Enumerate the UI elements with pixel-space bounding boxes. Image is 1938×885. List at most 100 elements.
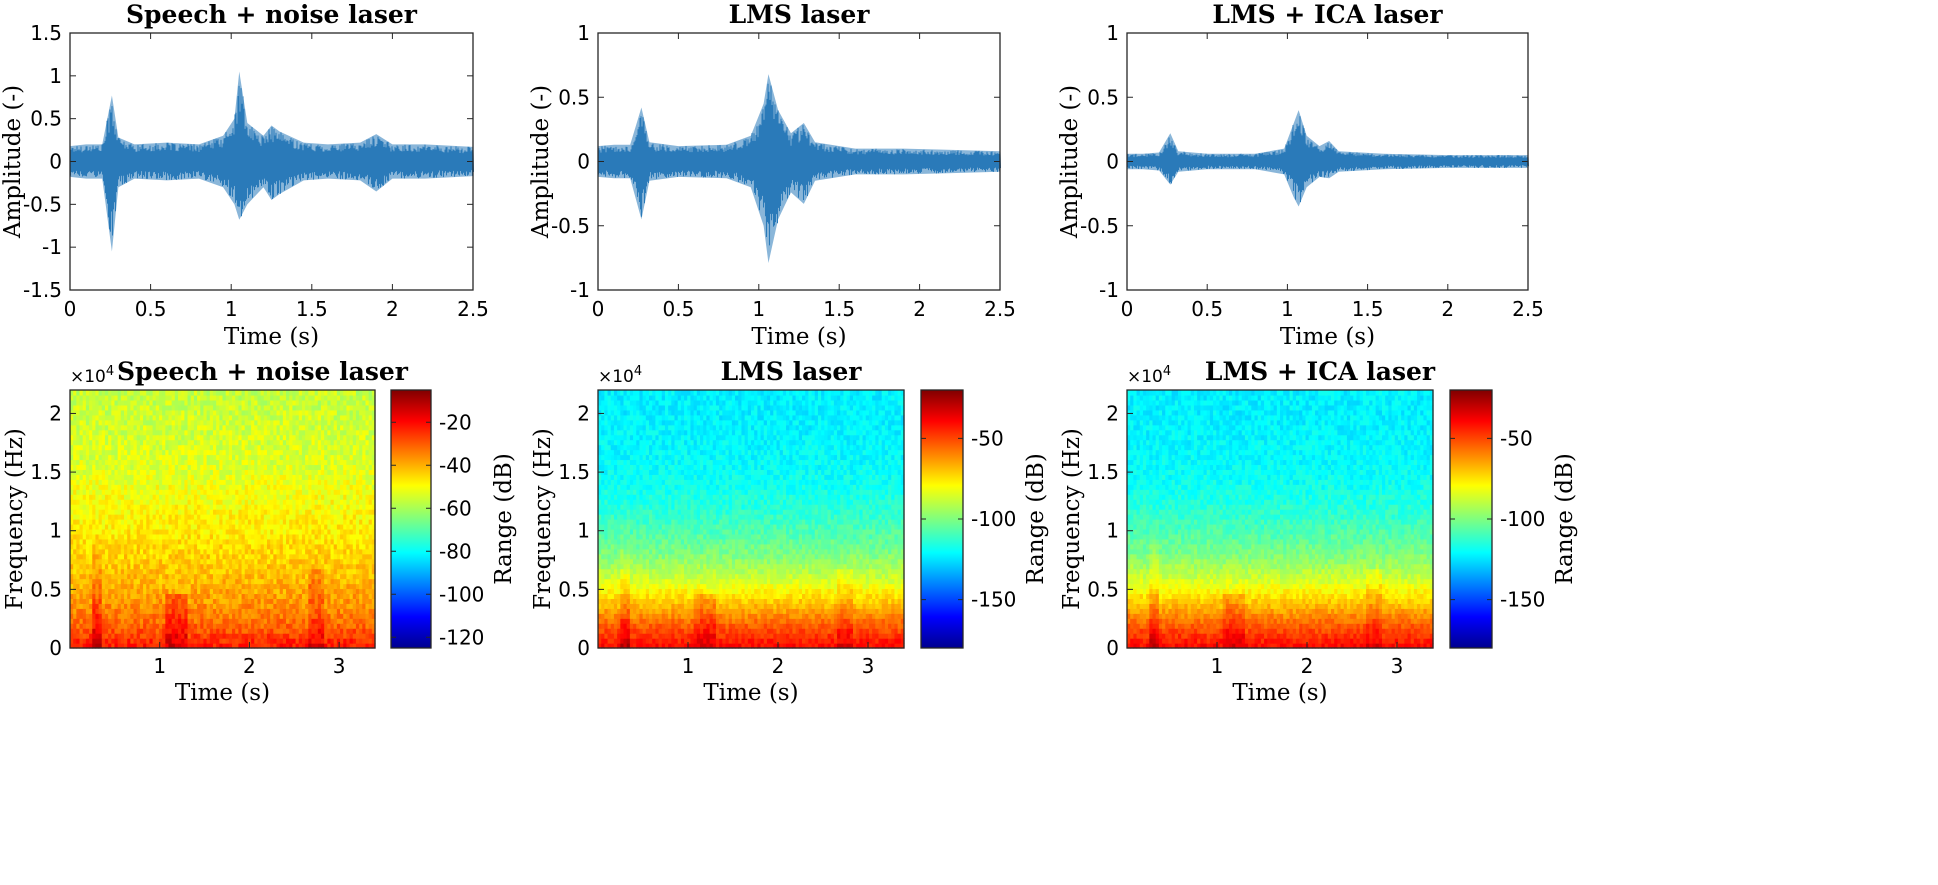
spectrogram-cell <box>368 623 373 629</box>
spectrogram-cell <box>254 489 259 495</box>
spectrogram-cell <box>254 519 259 525</box>
spectrogram-cell <box>219 558 224 565</box>
spectrogram-cell <box>368 444 373 451</box>
spectrogram-cell <box>254 484 259 490</box>
spectrogram-cell <box>286 598 290 604</box>
spectrogram-cell <box>244 523 249 530</box>
spectrogram-cell <box>193 593 198 599</box>
spectrogram-cell <box>127 464 131 470</box>
y-tick-label: 0 <box>49 150 62 174</box>
spectrogram-cell <box>206 424 211 431</box>
spectrogram-cell <box>219 618 224 624</box>
spectrogram-cell <box>101 608 106 614</box>
spectrogram-cell <box>330 519 335 525</box>
spectrogram-cell <box>143 598 147 604</box>
spectrogram-cell <box>203 573 208 580</box>
spectrogram-cell <box>362 509 367 515</box>
spectrogram-cell <box>117 479 122 485</box>
spectrogram-cell <box>158 429 163 436</box>
spectrogram-cell <box>273 548 278 555</box>
spectrogram-cell <box>70 504 74 510</box>
spectrogram-cell <box>130 613 135 619</box>
spectrogram-cell <box>362 628 367 634</box>
spectrogram-cell <box>365 628 370 634</box>
spectrogram-cell <box>98 643 103 649</box>
spectrogram-cell <box>305 583 309 590</box>
x-tick-label: 2 <box>386 297 399 321</box>
spectrogram-cell <box>73 568 77 575</box>
spectrogram-cell <box>178 588 182 595</box>
spectrogram-cell <box>327 419 332 426</box>
spectrogram-cell <box>187 424 192 431</box>
spectrogram-cell <box>89 409 93 416</box>
spectrogram-cell <box>235 613 239 619</box>
spectrogram-cell <box>127 444 131 451</box>
spectrogram-cell <box>346 484 351 490</box>
spectrogram-cell <box>171 578 176 585</box>
spectrogram-cell <box>276 578 281 585</box>
spectrogram-cell <box>371 613 376 619</box>
spectrogram-cell <box>200 558 205 565</box>
spectrogram-cell <box>206 543 211 550</box>
spectrogram-cell <box>152 543 157 550</box>
spectrogram-cell <box>295 538 300 545</box>
spectrogram-cell <box>371 533 376 540</box>
spectrogram-cell <box>305 548 309 555</box>
spectrogram-cell <box>89 633 93 639</box>
spectrogram-cell <box>95 603 100 609</box>
spectrogram-cell <box>120 538 125 545</box>
spectrogram-cell <box>89 563 93 570</box>
spectrogram-cell <box>308 588 313 595</box>
spectrogram-cell <box>85 479 90 485</box>
spectrogram-cell <box>70 593 74 599</box>
spectrogram-cell <box>73 573 77 580</box>
spectrogram-cell <box>257 409 262 416</box>
spectrogram-cell <box>104 618 109 624</box>
spectrogram-cell <box>85 583 90 590</box>
spectrogram-cell <box>216 434 220 441</box>
spectrogram-cell <box>127 474 131 480</box>
spectrogram-cell <box>286 414 290 421</box>
spectrogram-cell <box>314 523 319 530</box>
spectrogram-cell <box>130 583 135 590</box>
spectrogram-cell <box>73 623 77 629</box>
spectrogram-cell <box>203 449 208 456</box>
spectrogram-cell <box>282 429 287 436</box>
spectrogram-cell <box>343 583 348 590</box>
spectrogram-cell <box>158 479 163 485</box>
spectrogram-cell <box>155 548 160 555</box>
spectrogram-cell <box>311 519 316 525</box>
spectrogram-cell <box>85 424 90 431</box>
spectrogram-cell <box>286 509 290 515</box>
spectrogram-cell <box>235 573 239 580</box>
spectrogram-cell <box>235 509 239 515</box>
spectrogram-cell <box>289 598 293 604</box>
spectrogram-cell <box>178 489 182 495</box>
spectrogram-cell <box>203 419 208 426</box>
spectrogram-cell <box>295 598 300 604</box>
spectrogram-cell <box>79 563 84 570</box>
spectrogram-cell <box>127 439 131 446</box>
spectrogram-cell <box>85 573 90 580</box>
spectrogram-cell <box>266 583 271 590</box>
spectrogram-cell <box>343 434 348 441</box>
spectrogram-cell <box>254 628 259 634</box>
spectrogram-cell <box>117 638 122 644</box>
spectrogram-cell <box>330 578 335 585</box>
spectrogram-cell <box>362 439 367 446</box>
spectrogram-cell <box>254 424 259 431</box>
spectrogram-cell <box>73 608 77 614</box>
spectrogram-cell <box>82 613 87 619</box>
spectrogram-cell <box>155 424 160 431</box>
spectrogram-cell <box>146 628 151 634</box>
spectrogram-cell <box>352 479 357 485</box>
spectrogram-cell <box>203 643 208 649</box>
spectrogram-cell <box>362 519 367 525</box>
spectrogram-cell <box>254 419 259 426</box>
spectrogram-cell <box>85 568 90 575</box>
spectrogram-cell <box>308 429 313 436</box>
spectrogram-cell <box>368 424 373 431</box>
spectrogram-cell <box>143 558 147 565</box>
spectrogram-cell <box>228 489 233 495</box>
spectrogram-cell <box>120 618 125 624</box>
